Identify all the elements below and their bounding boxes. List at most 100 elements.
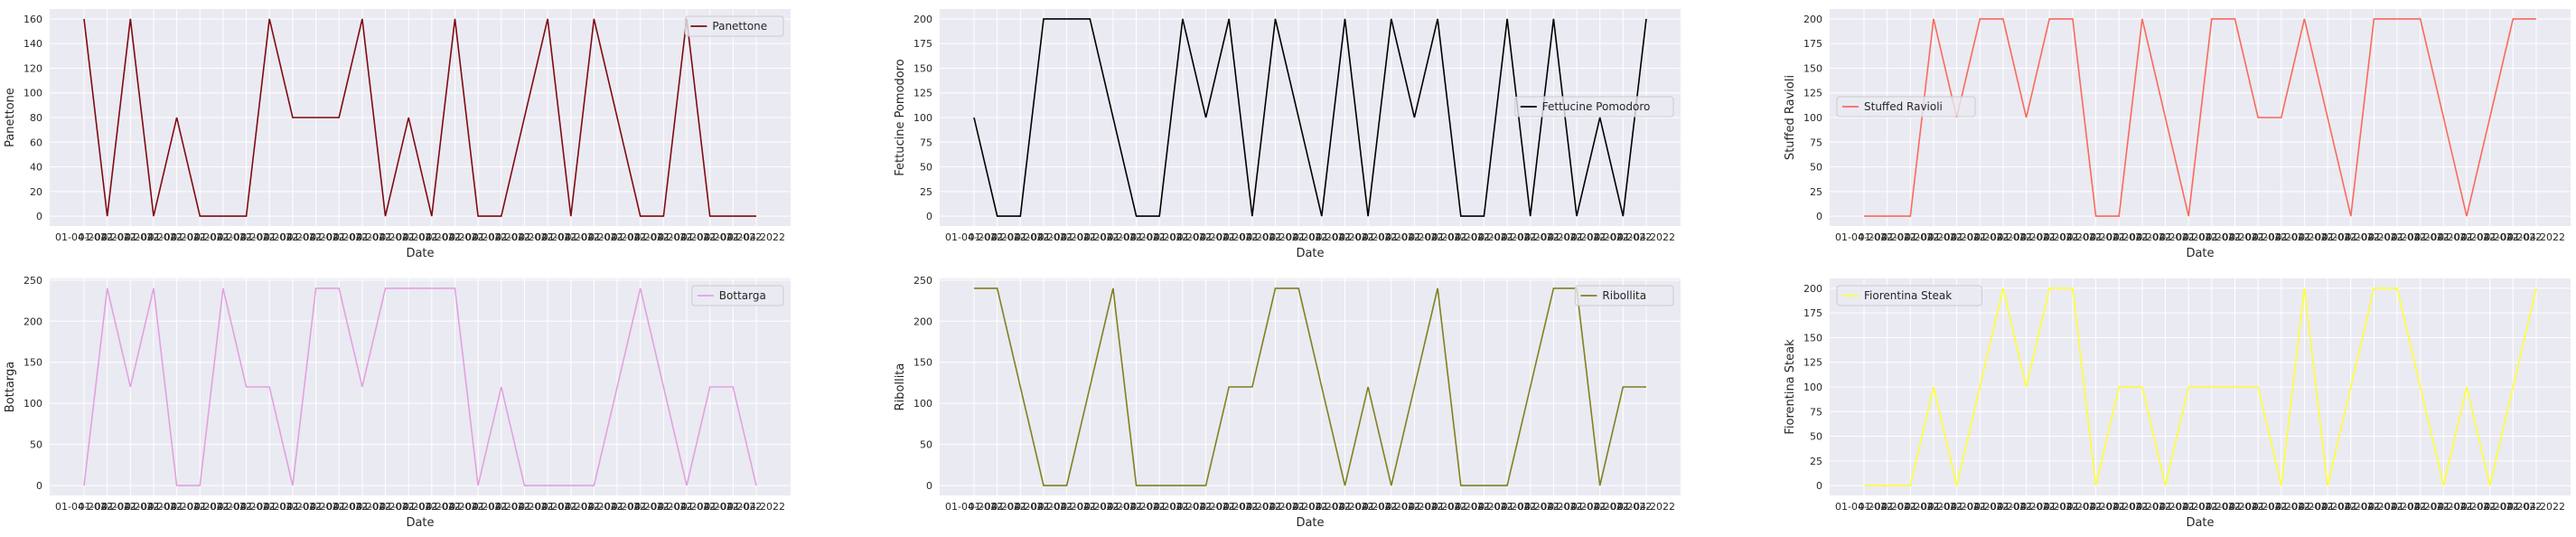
x-tick-label: 01-04-2022: [727, 501, 785, 513]
x-tick-label: 01-04-2022: [495, 231, 553, 243]
x-tick-label: 01-04-2022: [1998, 231, 2056, 243]
x-tick-label: 01-04-2022: [588, 501, 646, 513]
y-tick-label: 200: [913, 14, 932, 25]
x-tick-label: 01-04-2022: [1108, 231, 1166, 243]
x-tick-label: 01-04-2022: [473, 231, 530, 243]
legend-label: Stuffed Ravioli: [1864, 100, 1943, 113]
y-tick-label: 25: [1810, 456, 1822, 467]
x-tick-label: 01-04-2022: [1385, 231, 1443, 243]
x-tick-label: 01-04-2022: [148, 231, 206, 243]
x-tick-label: 01-04-2022: [1363, 231, 1420, 243]
y-tick-label: 200: [913, 316, 932, 327]
x-tick-label: 01-04-2022: [1905, 231, 1962, 243]
x-tick-label: 01-04-2022: [1177, 501, 1235, 513]
y-tick-label: 0: [1816, 480, 1822, 492]
x-tick-label: 01-04-2022: [264, 231, 322, 243]
x-tick-label: 01-04-2022: [1108, 501, 1166, 513]
x-axis-label: Date: [1296, 516, 1324, 530]
x-tick-label: 01-04-2022: [2414, 501, 2472, 513]
legend-box: [691, 285, 784, 306]
y-tick-label: 100: [913, 398, 932, 410]
x-axis-label: Date: [2186, 247, 2214, 260]
legend-label: Panettone: [712, 20, 767, 33]
x-tick-label: 01-04-2022: [79, 501, 136, 513]
x-tick-label: 01-04-2022: [565, 501, 623, 513]
chart-panel-4: 01-04-202201-04-202201-04-202201-04-2022…: [4, 275, 791, 530]
x-tick-label: 01-04-2022: [519, 231, 576, 243]
x-tick-label: 01-04-2022: [2461, 501, 2519, 513]
y-tick-label: 80: [30, 112, 42, 124]
x-tick-label: 01-04-2022: [1859, 231, 1916, 243]
x-tick-label: 01-04-2022: [426, 501, 484, 513]
x-tick-label: 01-04-2022: [588, 231, 646, 243]
x-tick-label: 01-04-2022: [1084, 231, 1142, 243]
x-tick-label: 01-04-2022: [1617, 501, 1675, 513]
plot-area: [940, 278, 1681, 495]
series-line: [974, 287, 1646, 486]
series-line: [83, 287, 757, 486]
x-tick-label: 01-04-2022: [1015, 501, 1073, 513]
y-axis-label: Bottarga: [4, 362, 17, 412]
x-tick-label: 01-04-2022: [2392, 231, 2450, 243]
y-tick-label: 125: [1803, 88, 1822, 99]
x-tick-label: 01-04-2022: [2020, 231, 2078, 243]
legend-box: [1514, 96, 1674, 118]
y-tick-label: 175: [1803, 307, 1822, 319]
y-tick-label: 0: [926, 211, 932, 222]
x-tick-label: 01-04-2022: [1061, 231, 1119, 243]
y-tick-label: 100: [1803, 112, 1822, 124]
y-tick-label: 50: [920, 162, 932, 174]
y-tick-label: 25: [920, 186, 932, 198]
legend: Ribollita: [1574, 285, 1674, 306]
y-tick-label: 120: [23, 62, 42, 74]
x-tick-label: 01-04-2022: [2322, 501, 2380, 513]
x-tick-label: 01-04-2022: [194, 501, 252, 513]
x-tick-label: 01-04-2022: [125, 501, 183, 513]
x-tick-label: 01-04-2022: [333, 501, 391, 513]
y-tick-label: 200: [23, 316, 42, 327]
x-tick-label: 01-04-2022: [1385, 501, 1443, 513]
x-tick-label: 01-04-2022: [379, 501, 437, 513]
x-tick-label: 01-04-2022: [969, 231, 1026, 243]
legend-box: [1574, 285, 1674, 306]
x-tick-label: 01-04-2022: [473, 501, 530, 513]
x-tick-label: 01-04-2022: [612, 231, 670, 243]
x-tick-label: 01-04-2022: [1316, 231, 1374, 243]
x-tick-label: 01-04-2022: [426, 231, 484, 243]
x-tick-label: 01-04-2022: [2392, 501, 2450, 513]
x-tick-label: 01-04-2022: [101, 231, 159, 243]
legend: Stuffed Ravioli: [1836, 96, 1976, 118]
x-tick-label: 01-04-2022: [2044, 231, 2102, 243]
x-tick-label: 01-04-2022: [945, 231, 1003, 243]
x-tick-label: 01-04-2022: [379, 231, 437, 243]
y-tick-label: 0: [926, 480, 932, 492]
x-tick-label: 01-04-2022: [55, 231, 113, 243]
x-tick-label: 01-04-2022: [1339, 231, 1397, 243]
y-tick-label: 100: [1803, 382, 1822, 393]
x-tick-label: 01-04-2022: [1130, 501, 1188, 513]
x-tick-label: 01-04-2022: [2206, 231, 2264, 243]
x-tick-label: 01-04-2022: [1084, 501, 1142, 513]
x-tick-label: 01-04-2022: [2113, 501, 2171, 513]
x-tick-label: 01-04-2022: [1015, 231, 1073, 243]
x-tick-label: 01-04-2022: [2507, 231, 2565, 243]
x-tick-label: 01-04-2022: [658, 231, 716, 243]
legend: Fettucine Pomodoro: [1514, 96, 1674, 118]
x-tick-label: 01-04-2022: [2299, 501, 2356, 513]
x-tick-label: 01-04-2022: [1339, 501, 1397, 513]
y-tick-label: 125: [913, 88, 932, 99]
x-tick-label: 01-04-2022: [2113, 231, 2171, 243]
x-tick-label: 01-04-2022: [1363, 501, 1420, 513]
x-tick-label: 01-04-2022: [565, 231, 623, 243]
chart-panel-5: 01-04-202201-04-202201-04-202201-04-2022…: [894, 275, 1681, 530]
x-tick-label: 01-04-2022: [2159, 501, 2217, 513]
x-tick-label: 01-04-2022: [79, 231, 136, 243]
y-tick-label: 150: [913, 62, 932, 74]
x-tick-label: 01-04-2022: [634, 231, 692, 243]
y-tick-label: 250: [913, 275, 932, 287]
x-tick-label: 01-04-2022: [1455, 501, 1513, 513]
x-tick-label: 01-04-2022: [2020, 501, 2078, 513]
chart-panel-2: 01-04-202201-04-202201-04-202201-04-2022…: [894, 9, 1681, 260]
x-tick-label: 01-04-2022: [1247, 231, 1305, 243]
